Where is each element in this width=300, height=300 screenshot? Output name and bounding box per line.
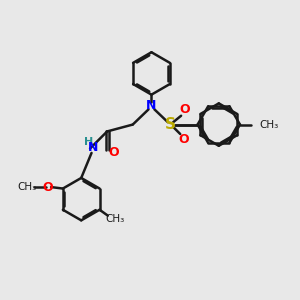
Text: O: O [180,103,190,116]
Text: H: H [84,137,93,147]
Text: CH₃: CH₃ [17,182,37,192]
Text: CH₃: CH₃ [259,120,278,130]
Text: O: O [179,134,189,146]
Text: S: S [165,117,176,132]
Text: O: O [43,181,53,194]
Text: CH₃: CH₃ [105,214,124,224]
Text: N: N [88,141,98,154]
Text: N: N [146,99,157,112]
Text: O: O [108,146,119,158]
